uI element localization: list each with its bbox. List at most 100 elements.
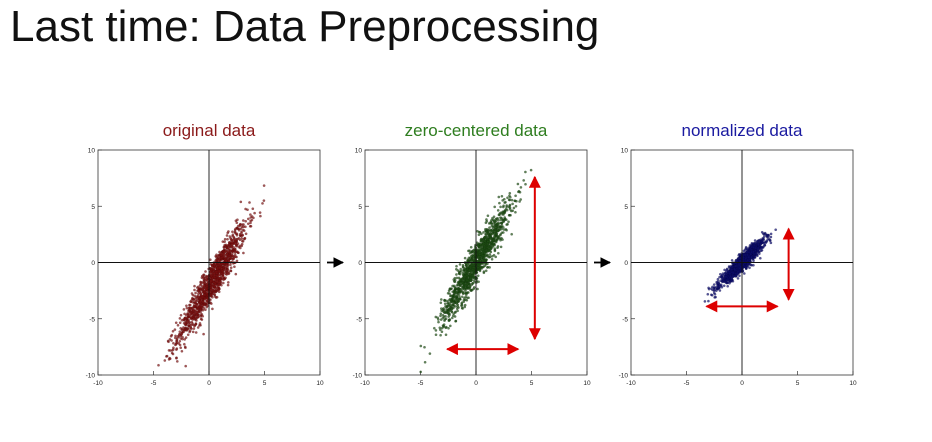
data-point xyxy=(217,290,221,294)
data-point xyxy=(438,326,442,330)
y-tick-label: -5 xyxy=(622,316,628,323)
data-point xyxy=(759,238,762,241)
data-point xyxy=(707,299,710,303)
data-point xyxy=(454,305,457,308)
data-point xyxy=(169,349,172,352)
data-point xyxy=(195,303,198,307)
data-point xyxy=(238,232,242,236)
data-point xyxy=(176,334,180,338)
data-point xyxy=(194,331,198,334)
data-point xyxy=(500,194,504,198)
data-point xyxy=(764,232,767,236)
data-point xyxy=(228,254,231,257)
data-point xyxy=(229,263,232,267)
data-point xyxy=(249,224,253,228)
data-point xyxy=(453,301,456,305)
data-point xyxy=(459,267,463,271)
data-point xyxy=(476,274,480,278)
data-point xyxy=(217,288,221,291)
data-point xyxy=(461,265,465,269)
data-point xyxy=(246,222,250,226)
data-point xyxy=(449,303,452,307)
data-point xyxy=(249,213,252,216)
data-point xyxy=(243,236,247,240)
data-point xyxy=(482,242,486,246)
data-point xyxy=(763,243,766,247)
data-point xyxy=(499,232,503,236)
data-point xyxy=(227,270,230,274)
data-point xyxy=(493,234,496,238)
data-point xyxy=(769,235,773,239)
data-point xyxy=(514,194,517,198)
data-point xyxy=(728,272,732,275)
data-point xyxy=(171,348,175,351)
data-point xyxy=(496,209,500,212)
data-point xyxy=(493,247,497,250)
data-point xyxy=(734,264,738,268)
data-point xyxy=(744,266,748,269)
data-point xyxy=(504,207,508,211)
data-point xyxy=(449,294,453,297)
data-point xyxy=(744,253,748,257)
data-point xyxy=(182,318,186,322)
data-point xyxy=(462,298,466,302)
data-point xyxy=(157,363,160,367)
data-point xyxy=(760,230,764,234)
data-point xyxy=(512,206,516,210)
data-point xyxy=(246,217,250,221)
data-point xyxy=(204,308,207,312)
data-point xyxy=(492,219,496,223)
data-point xyxy=(486,245,490,249)
data-point xyxy=(227,230,230,233)
data-point xyxy=(443,318,447,321)
data-point xyxy=(468,285,472,288)
data-point xyxy=(439,298,443,301)
data-point xyxy=(507,205,511,209)
data-point xyxy=(223,243,227,247)
data-point xyxy=(720,277,724,281)
data-point xyxy=(458,272,462,276)
data-point xyxy=(175,356,178,360)
data-point xyxy=(509,213,512,217)
data-point xyxy=(203,297,207,301)
data-point xyxy=(201,314,205,318)
data-point xyxy=(503,209,507,213)
data-point xyxy=(722,279,726,282)
data-point xyxy=(223,237,227,241)
data-point xyxy=(737,256,741,260)
data-point xyxy=(444,314,447,318)
data-point xyxy=(219,277,223,281)
data-point xyxy=(224,259,228,262)
data-point xyxy=(505,228,508,232)
data-point xyxy=(209,302,213,305)
data-point xyxy=(448,287,452,291)
data-point xyxy=(441,316,445,320)
data-point xyxy=(234,241,237,245)
data-point xyxy=(213,290,216,293)
data-point xyxy=(504,200,507,204)
data-point xyxy=(509,209,513,213)
data-point xyxy=(242,229,246,233)
data-point xyxy=(493,249,497,253)
data-point xyxy=(454,286,457,290)
data-point xyxy=(230,241,234,245)
data-point xyxy=(196,297,199,300)
data-point xyxy=(455,307,459,311)
data-point xyxy=(733,267,737,271)
data-point xyxy=(191,330,195,334)
data-point xyxy=(249,221,252,225)
y-tick-label: -5 xyxy=(356,316,362,323)
data-point xyxy=(461,285,464,289)
data-point xyxy=(444,333,448,337)
data-point xyxy=(463,275,467,278)
data-point xyxy=(457,293,461,297)
data-point xyxy=(183,345,187,349)
data-point xyxy=(477,255,481,259)
data-point xyxy=(513,199,517,203)
data-point xyxy=(201,288,205,291)
x-tick-label: -5 xyxy=(418,380,424,387)
data-point xyxy=(242,223,245,226)
data-point xyxy=(185,304,188,308)
data-point xyxy=(465,296,469,300)
data-point xyxy=(201,300,205,304)
